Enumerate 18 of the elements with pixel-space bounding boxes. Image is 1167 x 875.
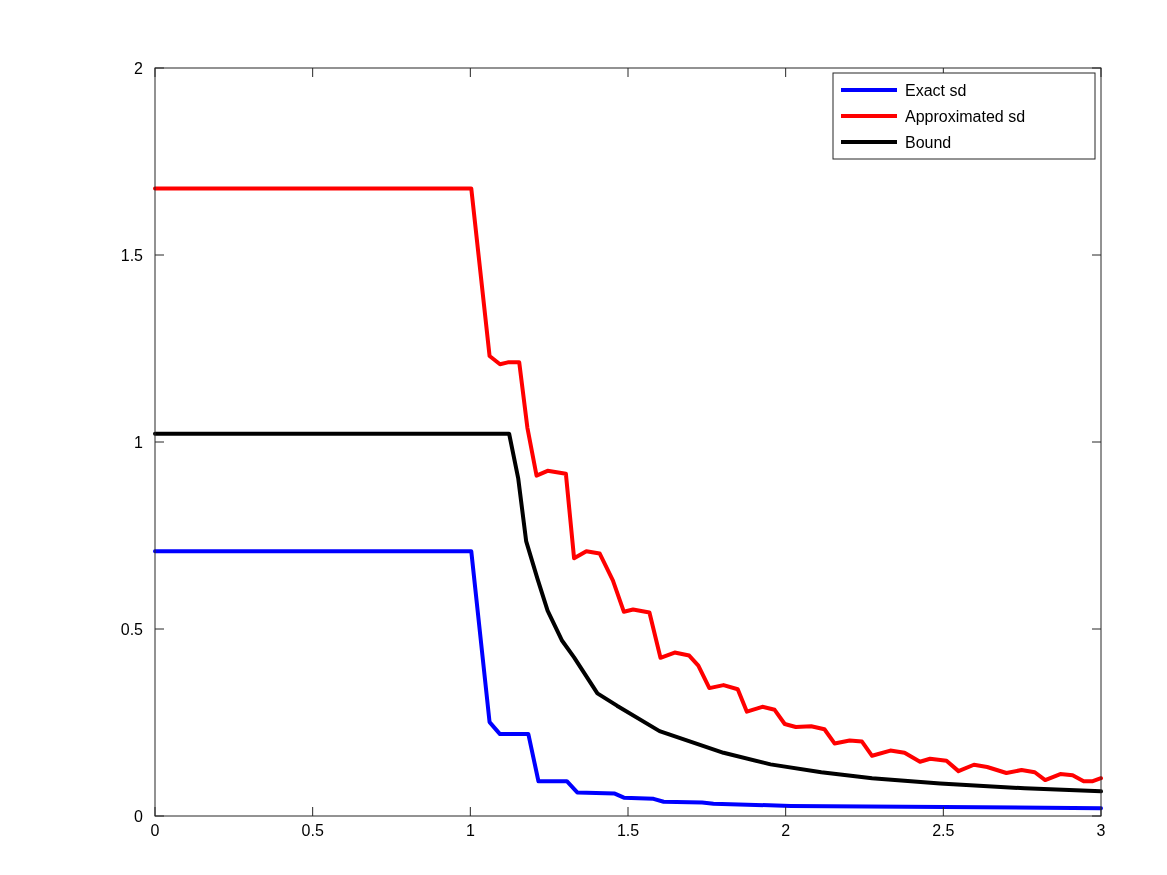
legend-label: Approximated sd xyxy=(905,108,1026,125)
y-tick-label: 2 xyxy=(134,60,144,77)
y-tick-label: 1 xyxy=(134,434,144,451)
x-tick-label: 3 xyxy=(1096,822,1106,839)
y-tick-label: 1.5 xyxy=(120,247,144,264)
line-series xyxy=(153,549,1103,811)
x-tick-label: 1.5 xyxy=(616,822,640,839)
y-tick-label: 0.5 xyxy=(120,621,144,638)
x-tick-label: 2 xyxy=(781,822,791,839)
x-tick-label: 2.5 xyxy=(932,822,955,839)
y-tick-label: 0 xyxy=(134,808,144,825)
x-tick-label: 0.5 xyxy=(301,822,324,839)
legend-label: Exact sd xyxy=(905,82,967,99)
line-series xyxy=(153,431,1103,794)
x-tick-label: 1 xyxy=(465,822,475,839)
legend-label: Bound xyxy=(905,134,952,151)
x-tick-label: 0 xyxy=(150,822,160,839)
line-series xyxy=(153,186,1103,784)
